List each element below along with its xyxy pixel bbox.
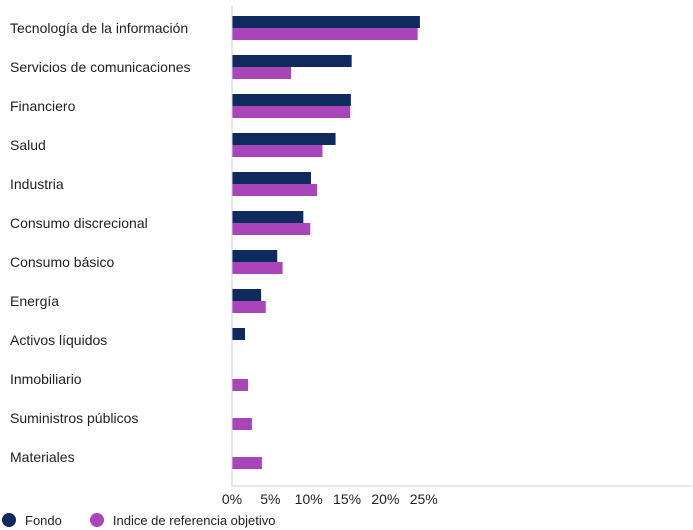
bar-fondo-consumo-discrecional <box>232 211 304 223</box>
legend-swatch-fondo <box>2 513 16 527</box>
category-label-energia: Energía <box>10 293 59 309</box>
x-tick-label: 0% <box>222 491 242 507</box>
bar-fondo-energia <box>232 289 262 301</box>
x-tick-label: 15% <box>333 491 361 507</box>
category-label-activos-liquidos: Activos líquidos <box>10 332 107 348</box>
bar-indice-de-referencia-objetivo-consumo-discrecional <box>232 223 311 235</box>
bar-indice-de-referencia-objetivo-financiero <box>232 106 351 118</box>
bar-indice-de-referencia-objetivo-servicios-de-comunicaciones <box>232 67 292 79</box>
category-label-salud: Salud <box>10 137 46 153</box>
bar-fondo-activos-liquidos <box>232 328 246 340</box>
bar-indice-de-referencia-objetivo-suministros-publicos <box>232 418 252 430</box>
category-label-consumo-discrecional: Consumo discrecional <box>10 215 148 231</box>
bar-indice-de-referencia-objetivo-energia <box>232 301 266 313</box>
bars <box>232 16 420 469</box>
category-label-suministros-publicos: Suministros públicos <box>10 410 138 426</box>
category-label-materiales: Materiales <box>10 449 75 465</box>
bar-indice-de-referencia-objetivo-materiales <box>232 457 262 469</box>
legend-label-fondo: Fondo <box>25 512 62 528</box>
bar-indice-de-referencia-objetivo-tecnologia-de-la-informacion <box>232 28 418 40</box>
category-labels: Tecnología de la información Servicios de… <box>10 20 191 465</box>
legend-swatch-benchmark <box>89 513 104 527</box>
legend-item-fondo: Fondo <box>0 513 62 528</box>
bar-indice-de-referencia-objetivo-consumo-basico <box>232 262 283 274</box>
category-label-inmobiliario: Inmobiliario <box>10 371 82 387</box>
legend-item-benchmark: Indice de referencia objetivo <box>88 512 276 528</box>
category-label-industria: Industria <box>10 176 64 192</box>
category-label-financiero: Financiero <box>10 98 76 114</box>
sector-allocation-chart: Tecnología de la información Servicios de… <box>10 5 692 507</box>
legend-label-benchmark: Indice de referencia objetivo <box>112 512 276 528</box>
x-tick-label: 20% <box>371 491 399 507</box>
bar-fondo-salud <box>232 133 336 145</box>
bar-fondo-financiero <box>232 94 351 106</box>
bar-fondo-tecnologia-de-la-informacion <box>232 16 420 28</box>
bar-indice-de-referencia-objetivo-salud <box>232 145 323 157</box>
bar-fondo-consumo-basico <box>232 250 278 262</box>
category-label-consumo-basico: Consumo básico <box>10 254 114 270</box>
x-tick-label: 25% <box>410 491 438 507</box>
chart-legend: Fondo Indice de referencia objetivo <box>0 511 301 529</box>
x-tick-label: 10% <box>295 491 323 507</box>
category-label-tecnologia-de-la-informacion: Tecnología de la información <box>10 20 188 36</box>
x-tick-labels: 0% 5% 10% 15% 20% 25% <box>222 491 438 507</box>
category-label-servicios-de-comunicaciones: Servicios de comunicaciones <box>10 59 191 75</box>
bar-indice-de-referencia-objetivo-industria <box>232 184 318 196</box>
bar-fondo-servicios-de-comunicaciones <box>232 55 352 67</box>
bar-fondo-industria <box>232 172 312 184</box>
x-tick-label: 5% <box>260 491 280 507</box>
bar-indice-de-referencia-objetivo-inmobiliario <box>232 379 249 391</box>
